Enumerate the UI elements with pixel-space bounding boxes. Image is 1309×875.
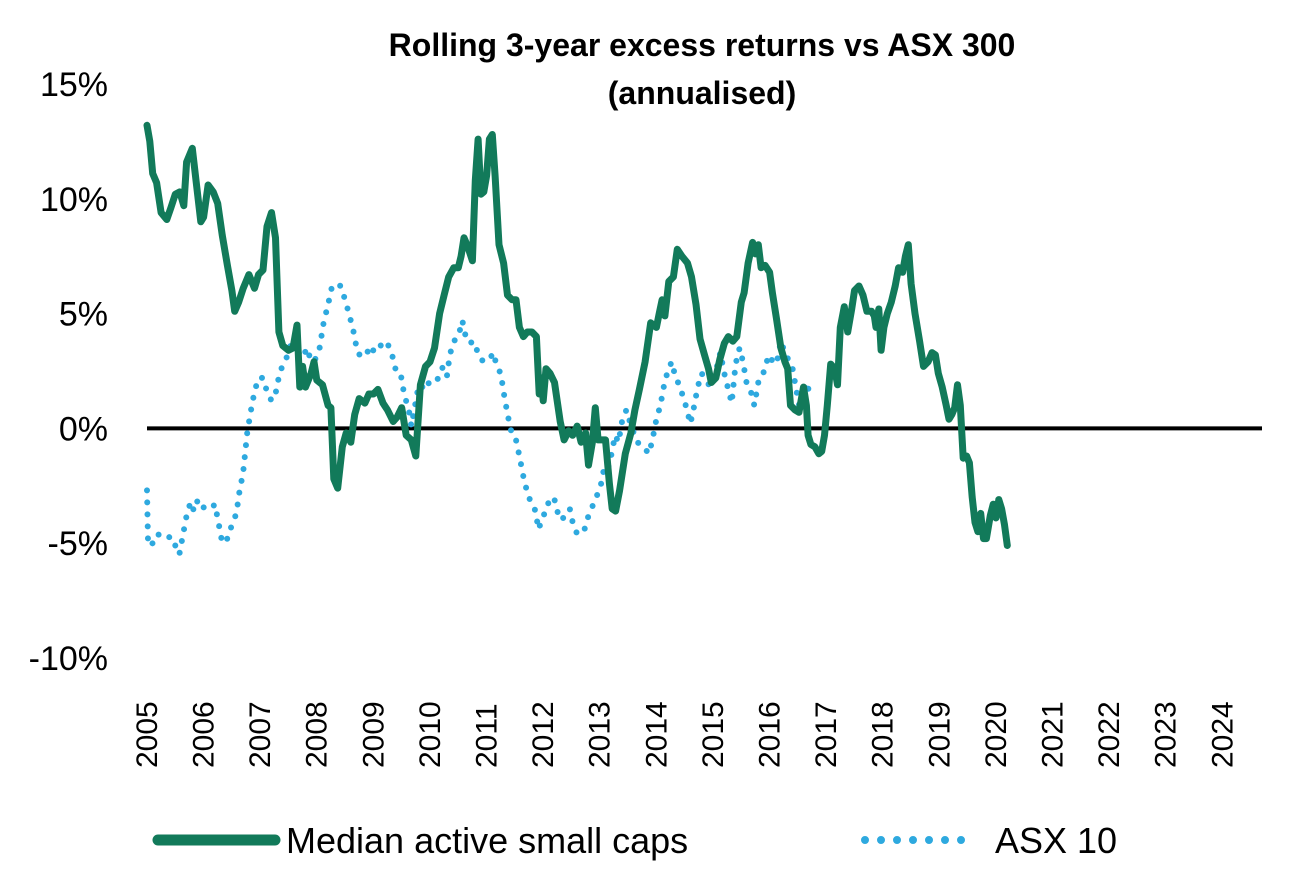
x-tick-label: 2023 xyxy=(1150,701,1183,768)
x-tick-label: 2011 xyxy=(471,703,504,768)
x-tick-label: 2016 xyxy=(754,701,787,768)
legend: Median active small caps ASX 10 xyxy=(152,820,1117,861)
y-tick-label: -5% xyxy=(48,525,108,563)
series-line-median-active-small-caps xyxy=(143,121,1011,549)
y-tick-label: -10% xyxy=(29,640,108,678)
y-tick-label: 0% xyxy=(59,410,108,448)
x-tick-label: 2013 xyxy=(584,701,617,768)
chart-title-line-1: Rolling 3-year excess returns vs ASX 300 xyxy=(389,27,1016,63)
y-tick-label: 10% xyxy=(40,181,108,219)
x-tick-label: 2006 xyxy=(188,701,221,768)
x-tick-label: 2021 xyxy=(1037,701,1070,768)
y-axis-ticks: 15% 10% 5% 0% -5% -10% xyxy=(29,66,108,678)
x-tick-label: 2022 xyxy=(1093,701,1126,768)
y-tick-label: 15% xyxy=(40,66,108,104)
x-tick-label: 2007 xyxy=(244,701,277,768)
x-tick-label: 2008 xyxy=(301,701,334,768)
x-tick-label: 2012 xyxy=(527,701,560,768)
x-tick-label: 2024 xyxy=(1206,701,1239,768)
x-axis-ticks: 2005 2006 2007 2008 2009 2010 2011 2012 2013 2014… xyxy=(131,701,1239,768)
chart-title-line-2: (annualised) xyxy=(608,75,796,111)
x-tick-label: 2014 xyxy=(640,701,673,768)
x-tick-label: 2020 xyxy=(980,701,1013,768)
legend-median-label: Median active small caps xyxy=(286,820,688,861)
series-group xyxy=(143,121,1011,558)
x-tick-label: 2017 xyxy=(810,701,843,768)
x-tick-label: 2009 xyxy=(357,701,390,768)
x-tick-label: 2018 xyxy=(867,701,900,768)
y-tick-label: 5% xyxy=(59,296,108,334)
x-tick-label: 2005 xyxy=(131,701,164,768)
legend-asx10-label: ASX 10 xyxy=(995,820,1117,861)
x-tick-label: 2010 xyxy=(414,701,447,768)
series-line-asx10 xyxy=(144,280,813,558)
x-tick-label: 2019 xyxy=(923,701,956,768)
x-tick-label: 2015 xyxy=(697,701,730,768)
